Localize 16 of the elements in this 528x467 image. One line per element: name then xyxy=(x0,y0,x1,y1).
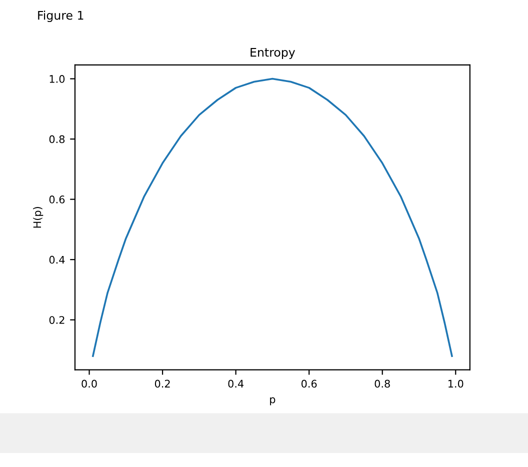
x-tick-label: 0.4 xyxy=(228,380,244,388)
y-tick-label: 0.4 xyxy=(49,256,65,264)
x-axis-title: p xyxy=(270,397,276,406)
y-tick-label: 0.8 xyxy=(49,135,65,144)
x-tick-label: 0.0 xyxy=(82,380,97,388)
x-tick-label: 0.8 xyxy=(374,380,390,388)
y-tick-label: 0.6 xyxy=(49,196,65,204)
y-tick-label: 1.0 xyxy=(50,75,65,83)
line-series xyxy=(92,78,453,357)
chart-title: Entropy xyxy=(250,48,296,60)
y-axis-title: H(p) xyxy=(33,207,44,228)
y-tick-label: 0.2 xyxy=(49,316,64,324)
x-tick-label: 1.0 xyxy=(448,380,464,388)
x-tick-label: 0.2 xyxy=(154,380,170,388)
caption: Figure 1 xyxy=(38,10,84,22)
x-tick-label: 0.6 xyxy=(301,380,317,388)
